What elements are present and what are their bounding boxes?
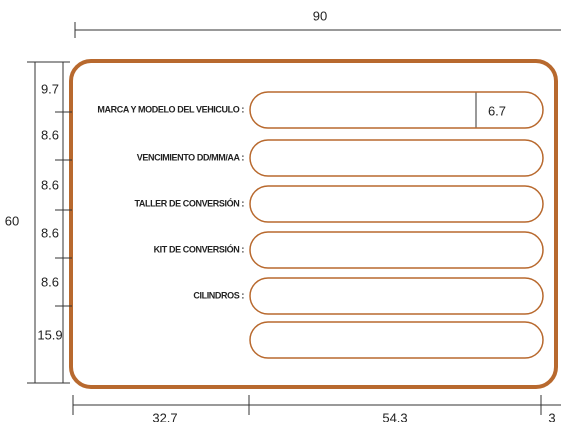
width-label: 90 bbox=[313, 8, 327, 23]
input-field bbox=[249, 139, 544, 177]
height-label: 60 bbox=[5, 213, 19, 228]
input-field bbox=[249, 277, 544, 315]
row-dimension-label: 8.6 bbox=[41, 274, 59, 289]
row-dimension-label: 9.7 bbox=[41, 81, 59, 96]
input-field bbox=[249, 321, 544, 359]
field-label: CILINDROS : bbox=[193, 290, 244, 300]
input-field bbox=[249, 231, 544, 269]
field-label: KIT DE CONVERSIÓN : bbox=[154, 243, 245, 254]
row-dimension-label: 8.6 bbox=[41, 127, 59, 142]
bottom-dimension-label: 54.3 bbox=[382, 410, 407, 422]
row-dimension-label: 8.6 bbox=[41, 177, 59, 192]
field-label: VENCIMIENTO DD/MM/AA : bbox=[137, 152, 245, 162]
row-dimension-label: 8.6 bbox=[41, 225, 59, 240]
field-label: TALLER DE CONVERSIÓN : bbox=[134, 197, 244, 208]
field-label: MARCA Y MODELO DEL VEHICULO : bbox=[97, 104, 244, 114]
bottom-dimension-label: 32.7 bbox=[152, 410, 177, 422]
input-field bbox=[249, 185, 544, 223]
field-height-label: 6.7 bbox=[488, 103, 506, 118]
card-outline bbox=[69, 59, 558, 389]
row-dimension-label: 15.9 bbox=[37, 327, 62, 342]
bottom-dimension-label: 3 bbox=[548, 410, 555, 422]
input-field bbox=[249, 91, 544, 129]
